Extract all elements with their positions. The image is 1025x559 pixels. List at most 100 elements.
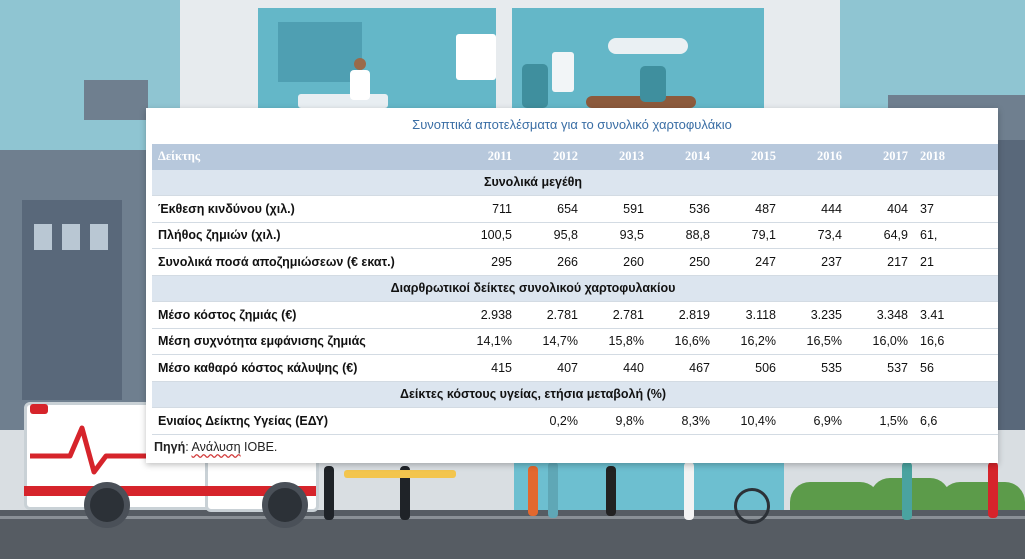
building-window [62,224,80,250]
building-window [34,224,52,250]
table-cell: 79,1 [716,222,782,249]
table-cell: 16,0% [848,328,914,355]
table-cell: 0,2% [518,407,584,435]
table-cell: 16,2% [716,328,782,355]
road-line [0,516,1025,519]
table-cell: 61, [914,222,998,249]
table-cell: 6,6 [914,407,998,435]
curtain [278,22,362,82]
table-cell: 3.118 [716,301,782,329]
table-cell: 2.938 [424,301,518,329]
paramedic [324,466,334,520]
section-title: Διαρθρωτικοί δείκτες συνολικού χαρτοφυλα… [152,275,914,302]
section-filler [914,169,998,196]
table-header-row: Δείκτης 2011 2012 2013 2014 2015 2016 20… [152,144,998,170]
table-row: Μέσο κόστος ζημιάς (€) 2.938 2.781 2.781 2.8… [152,301,998,329]
table-cell: 247 [716,248,782,276]
table-body: Συνολικά μεγέθη Έκθεση κινδύνου (χιλ.) 711… [152,169,998,435]
row-label: Συνολικά ποσά αποζημιώσεων (€ εκατ.) [152,248,424,276]
table-cell: 6,9% [782,407,848,435]
pedestrian [528,466,538,516]
row-label: Μέση συχνότητα εμφάνισης ζημιάς [152,328,424,355]
pedestrian [606,466,616,516]
paramedic [400,466,410,520]
pedestrian [684,462,694,520]
table-cell: 415 [424,354,518,382]
row-label: Μέσο κόστος ζημιάς (€) [152,301,424,329]
table-cell: 467 [650,354,716,382]
hedge [790,482,880,512]
hospital-room-ward [258,8,496,112]
surgeon [522,64,548,108]
table-row: Πλήθος ζημιών (χιλ.) 100,5 95,8 93,5 88,8 79,… [152,222,998,249]
table-cell: 3.348 [848,301,914,329]
header-year: 2017 [848,144,914,170]
table-cell: 1,5% [848,407,914,435]
table-cell: 56 [914,354,998,382]
table-cell: 10,4% [716,407,782,435]
results-table: Δείκτης 2011 2012 2013 2014 2015 2016 20… [152,144,998,435]
table-caption: Συνοπτικά αποτελέσματα για το συνολικό χ… [412,117,732,132]
ambulance-wheel [84,482,130,528]
table-cell: 536 [650,195,716,223]
monitor-stand [552,52,574,92]
table-cell: 591 [584,195,650,223]
pedestrian [902,462,912,520]
row-label: Πλήθος ζημιών (χιλ.) [152,222,424,249]
section-row: Δείκτες κόστους υγείας, ετήσια μεταβολή … [152,381,998,408]
row-label: Ενιαίος Δείκτης Υγείας (ΕΔΥ) [152,407,424,435]
section-title: Δείκτες κόστους υγείας, ετήσια μεταβολή … [152,381,914,408]
source-separator: : [185,440,192,454]
table-cell: 73,4 [782,222,848,249]
section-row: Διαρθρωτικοί δείκτες συνολικού χαρτοφυλα… [152,275,998,302]
header-year: 2012 [518,144,584,170]
table-cell: 2.819 [650,301,716,329]
table-cell: 15,8% [584,328,650,355]
header-year: 2018 [914,144,998,170]
table-cell: 444 [782,195,848,223]
nurse [354,58,366,70]
table-row: Έκθεση κινδύνου (χιλ.) 711 654 591 536 487 444… [152,195,998,223]
table-cell: 711 [424,195,518,223]
header-year: 2013 [584,144,650,170]
table-cell: 2.781 [584,301,650,329]
table-cell: 16,6 [914,328,998,355]
stretcher [344,470,456,478]
table-cell: 16,5% [782,328,848,355]
table-source: Πηγή: Ανάλυση ΙΟΒΕ. [154,440,277,454]
table-cell: 14,7% [518,328,584,355]
surgeon [640,66,666,102]
row-label: Μέσο καθαρό κόστος κάλυψης (€) [152,354,424,382]
wheelchair [734,488,770,524]
table-row: Μέση συχνότητα εμφάνισης ζημιάς 14,1% 14,7… [152,328,998,355]
table-cell [424,407,518,435]
results-table-card: Συνοπτικά αποτελέσματα για το συνολικό χ… [146,108,998,463]
header-year: 2014 [650,144,716,170]
table-cell: 64,9 [848,222,914,249]
header-year: 2016 [782,144,848,170]
patient-on-table [586,96,696,108]
table-cell: 440 [584,354,650,382]
hospital-bed [298,94,388,108]
section-filler [914,275,998,302]
hospital-room-surgery [512,8,764,112]
section-title: Συνολικά μεγέθη [152,169,914,196]
table-cell: 260 [584,248,650,276]
ambulance-light [30,404,48,414]
table-cell: 16,6% [650,328,716,355]
table-cell: 506 [716,354,782,382]
pedestrian [988,462,998,518]
source-org: ΙΟΒΕ. [240,440,278,454]
header-year: 2015 [716,144,782,170]
table-cell: 537 [848,354,914,382]
table-cell: 250 [650,248,716,276]
hedge [940,482,1025,512]
building-window [90,224,108,250]
source-word: Ανάλυση [191,440,241,454]
table-cell: 100,5 [424,222,518,249]
hospital-building [180,0,840,120]
table-cell: 654 [518,195,584,223]
table-cell: 93,5 [584,222,650,249]
table-cell: 9,8% [584,407,650,435]
row-label: Έκθεση κινδύνου (χιλ.) [152,195,424,223]
